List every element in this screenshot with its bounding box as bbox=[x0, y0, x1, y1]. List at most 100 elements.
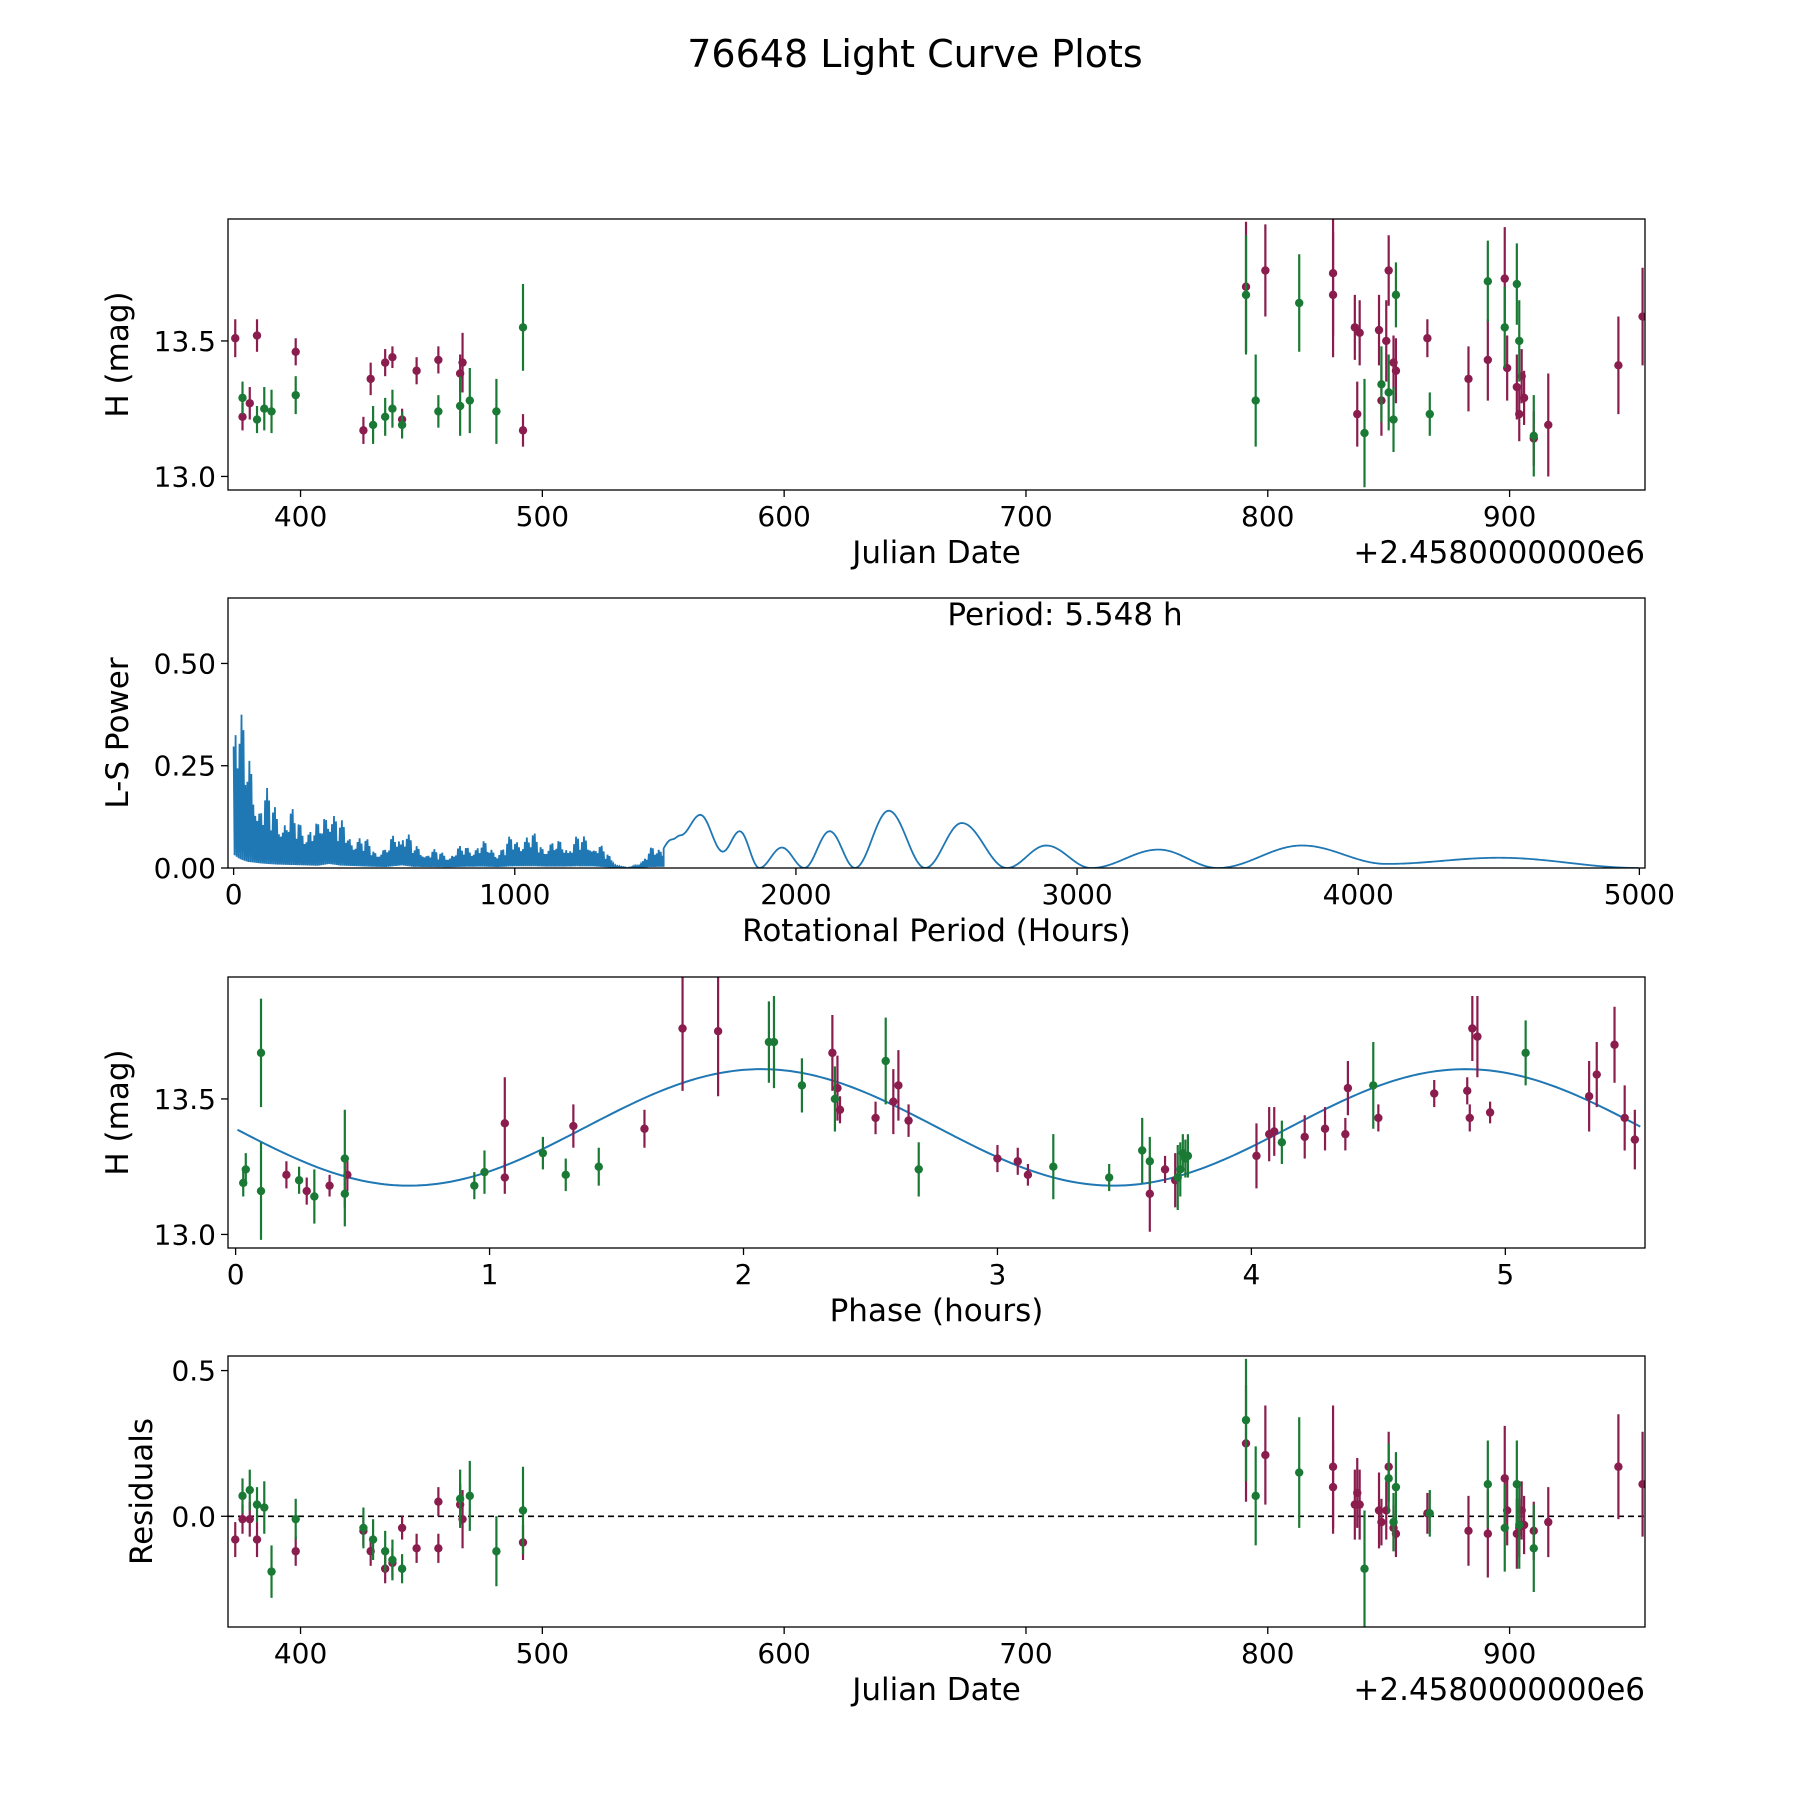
data-point bbox=[1137, 1146, 1147, 1155]
x-tick-label: 4000 bbox=[1323, 878, 1394, 911]
data-point bbox=[569, 1121, 578, 1131]
data-point bbox=[294, 1176, 304, 1185]
data-point bbox=[1343, 1083, 1353, 1093]
data-point bbox=[894, 1081, 903, 1090]
plot-area-lightcurve bbox=[231, 219, 1645, 488]
data-point bbox=[1483, 355, 1493, 365]
data-point bbox=[1382, 336, 1391, 346]
data-point bbox=[1241, 1415, 1251, 1425]
x-tick-label: 3000 bbox=[1041, 878, 1112, 911]
panel-periodogram: 0 1000 2000 3000 4000 5000 0.00 0.25 0.50 Rotatio… bbox=[100, 597, 1675, 949]
data-point bbox=[1104, 1173, 1114, 1182]
data-point bbox=[914, 1165, 923, 1174]
data-point bbox=[470, 1181, 479, 1190]
data-point bbox=[238, 393, 247, 403]
data-point bbox=[828, 1048, 837, 1058]
x-tick-label: 400 bbox=[274, 500, 327, 533]
x-tick-label: 3 bbox=[989, 1258, 1007, 1291]
data-point bbox=[340, 1189, 350, 1199]
data-point bbox=[797, 1081, 807, 1090]
data-point bbox=[500, 1173, 509, 1182]
data-point bbox=[267, 1567, 276, 1576]
x-axis-label: Phase (hours) bbox=[830, 1293, 1044, 1329]
x-tick-label: 600 bbox=[757, 1637, 810, 1670]
data-point bbox=[1360, 1564, 1369, 1573]
data-point bbox=[518, 426, 528, 435]
data-point bbox=[245, 1485, 254, 1495]
data-point bbox=[1512, 279, 1522, 289]
data-point bbox=[260, 404, 269, 413]
data-point bbox=[889, 1097, 898, 1106]
data-point bbox=[1384, 266, 1393, 275]
data-point bbox=[594, 1162, 603, 1171]
data-point bbox=[252, 415, 262, 424]
data-point bbox=[1638, 312, 1645, 321]
data-point bbox=[368, 420, 378, 430]
data-point bbox=[518, 1506, 528, 1515]
y-axis-label: H (mag) bbox=[100, 291, 136, 417]
data-point bbox=[1295, 298, 1304, 308]
series-band2 bbox=[238, 235, 1538, 488]
y-tick-label: 0.5 bbox=[171, 1355, 216, 1388]
data-point bbox=[881, 1056, 890, 1066]
data-point bbox=[1374, 325, 1384, 335]
data-point bbox=[1500, 274, 1509, 283]
data-point bbox=[231, 334, 240, 343]
data-point bbox=[1277, 1138, 1287, 1147]
data-point bbox=[1355, 328, 1364, 338]
data-point bbox=[434, 1544, 443, 1553]
data-point bbox=[310, 1192, 319, 1201]
data-point bbox=[713, 1027, 723, 1036]
data-point bbox=[1515, 1520, 1524, 1530]
x-tick-label: 0 bbox=[225, 878, 243, 911]
data-point bbox=[500, 1119, 509, 1128]
data-point bbox=[1391, 290, 1401, 300]
data-point bbox=[1183, 1151, 1193, 1161]
data-point bbox=[871, 1113, 880, 1123]
data-point bbox=[231, 1535, 240, 1544]
data-point bbox=[465, 1491, 475, 1501]
plot-area-phased bbox=[236, 977, 1641, 1240]
data-point bbox=[1341, 1129, 1350, 1139]
data-point bbox=[260, 1503, 269, 1512]
data-point bbox=[1300, 1132, 1309, 1142]
data-point bbox=[480, 1167, 489, 1177]
data-point bbox=[538, 1148, 548, 1158]
data-point bbox=[1391, 366, 1401, 375]
data-point bbox=[1430, 1089, 1439, 1098]
y-tick-label: 13.5 bbox=[154, 325, 216, 358]
data-point bbox=[1295, 1468, 1304, 1477]
data-point bbox=[1464, 1526, 1473, 1536]
x-tick-label: 1000 bbox=[479, 878, 550, 911]
data-point bbox=[380, 1547, 390, 1556]
data-point bbox=[302, 1186, 311, 1196]
x-tick-label: 2 bbox=[735, 1258, 753, 1291]
data-point bbox=[1261, 1450, 1270, 1460]
data-point bbox=[640, 1124, 649, 1133]
data-point bbox=[252, 331, 262, 340]
data-point bbox=[1584, 1092, 1594, 1101]
data-point bbox=[238, 1514, 247, 1524]
plot-area-periodogram bbox=[232, 714, 1639, 868]
data-point bbox=[291, 1514, 300, 1524]
y-tick-label: 0.25 bbox=[154, 750, 216, 783]
data-point bbox=[340, 1154, 350, 1163]
data-point bbox=[1483, 1529, 1493, 1538]
data-point bbox=[1328, 1482, 1338, 1492]
data-point bbox=[388, 353, 397, 362]
data-point bbox=[769, 1037, 779, 1047]
data-point bbox=[1384, 388, 1393, 397]
data-point bbox=[245, 399, 254, 408]
data-point bbox=[368, 1535, 378, 1544]
data-point bbox=[1614, 361, 1623, 370]
data-point bbox=[1485, 1108, 1495, 1117]
data-point bbox=[245, 1514, 254, 1524]
series-band2 bbox=[238, 1358, 1538, 1627]
data-point bbox=[1465, 1113, 1474, 1123]
data-point bbox=[412, 366, 421, 375]
y-tick-label: 13.0 bbox=[154, 460, 216, 493]
x-tick-label: 500 bbox=[516, 1637, 569, 1670]
figure-title: 76648 Light Curve Plots bbox=[687, 32, 1142, 76]
data-point bbox=[388, 1555, 397, 1565]
